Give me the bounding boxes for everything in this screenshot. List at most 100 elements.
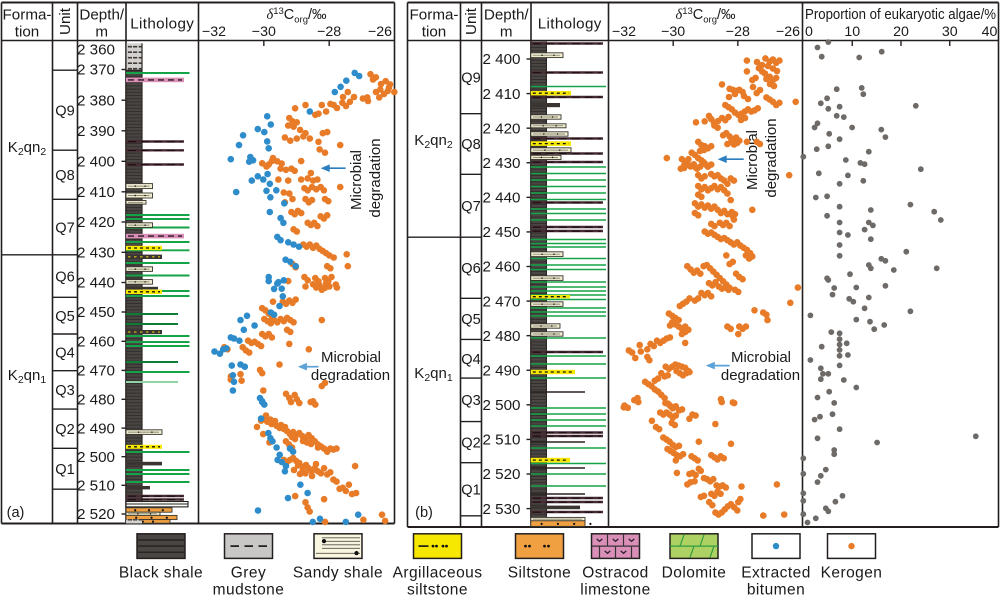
svg-text:2 480: 2 480 [482,328,520,345]
svg-text:Lithology: Lithology [538,16,602,33]
svg-text:30: 30 [942,24,958,40]
svg-text:2 430: 2 430 [482,155,520,172]
svg-text:2 380: 2 380 [77,92,115,109]
svg-text:Q2: Q2 [461,435,480,451]
svg-text:2 510: 2 510 [482,432,520,449]
svg-text:2 370: 2 370 [77,62,115,79]
svg-text:0: 0 [805,24,813,40]
svg-text:limestone: limestone [580,582,650,599]
svg-text:Q7: Q7 [55,220,74,236]
svg-text:2 400: 2 400 [77,154,115,171]
svg-text:2 490: 2 490 [77,420,115,437]
svg-text:Dolomite: Dolomite [662,565,727,582]
svg-text:2 530: 2 530 [482,501,520,518]
svg-text:bitumen: bitumen [747,582,805,599]
svg-text:2 520: 2 520 [482,466,520,483]
svg-text:Q7: Q7 [461,199,480,215]
svg-text:2 420: 2 420 [77,214,115,231]
svg-text:2 520: 2 520 [77,506,115,523]
svg-text:Forma-: Forma- [410,7,459,24]
svg-text:Q3: Q3 [55,383,74,399]
svg-text:Q3: Q3 [461,393,480,409]
svg-text:10: 10 [844,24,860,40]
svg-text:Q6: Q6 [461,261,480,277]
svg-text:2 450: 2 450 [482,224,520,241]
svg-text:Proportion of eukaryotic algae: Proportion of eukaryotic algae/% [805,7,996,23]
svg-text:Argillaceous: Argillaceous [393,565,483,582]
svg-text:K2qn1: K2qn1 [414,365,453,384]
svg-text:Depth/: Depth/ [79,7,125,24]
svg-text:Forma-: Forma- [3,7,52,24]
svg-text:tion: tion [422,24,447,41]
svg-text:degradation: degradation [721,367,800,384]
svg-text:2 360: 2 360 [77,42,115,59]
svg-text:K2qn1: K2qn1 [8,367,47,386]
svg-text:2 410: 2 410 [482,86,520,103]
svg-text:Q8: Q8 [55,168,74,184]
svg-text:Q1: Q1 [461,482,480,498]
svg-text:2 500: 2 500 [482,397,520,414]
svg-text:2 470: 2 470 [77,363,115,380]
svg-text:2 510: 2 510 [77,478,115,495]
svg-text:Q6: Q6 [55,269,74,285]
svg-text:degradation: degradation [367,138,384,217]
svg-text:2 470: 2 470 [482,293,520,310]
svg-text:2 480: 2 480 [77,392,115,409]
svg-text:Extracted: Extracted [741,565,811,582]
svg-text:Ostracod: Ostracod [582,565,649,582]
svg-text:Q4: Q4 [55,346,74,362]
svg-text:2 490: 2 490 [482,362,520,379]
svg-text:Lithology: Lithology [130,16,194,33]
svg-text:2 390: 2 390 [77,123,115,140]
svg-text:Q5: Q5 [461,312,480,328]
svg-text:(a): (a) [7,505,25,521]
svg-text:Depth/: Depth/ [484,7,530,24]
svg-text:Siltstone: Siltstone [508,565,572,582]
svg-text:−32: −32 [612,24,636,40]
svg-text:tion: tion [15,24,40,41]
svg-text:K2qn2: K2qn2 [414,132,453,151]
svg-text:2 460: 2 460 [77,334,115,351]
svg-text:20: 20 [893,24,909,40]
svg-text:−28: −28 [317,24,341,40]
svg-text:Microbial: Microbial [348,150,365,210]
svg-text:−32: −32 [202,24,226,40]
svg-text:2 440: 2 440 [77,275,115,292]
svg-text:m: m [500,24,513,41]
svg-text:Q5: Q5 [55,309,74,325]
svg-text:δ13Corg/‰: δ13Corg/‰ [266,6,327,26]
svg-text:mudstone: mudstone [213,582,285,599]
svg-text:−30: −30 [661,24,685,40]
svg-text:2 450: 2 450 [77,304,115,321]
svg-text:2 440: 2 440 [482,190,520,207]
svg-text:δ13Corg/‰: δ13Corg/‰ [675,6,736,26]
svg-text:K2qn2: K2qn2 [8,139,47,158]
svg-text:−26: −26 [368,24,392,40]
svg-text:degradation: degradation [763,118,780,197]
svg-text:Q9: Q9 [461,70,480,86]
svg-text:siltstone: siltstone [407,582,468,599]
svg-text:Unit: Unit [57,7,74,35]
svg-text:Q4: Q4 [461,352,480,368]
svg-text:Q2: Q2 [55,422,74,438]
svg-text:Q9: Q9 [55,103,74,119]
svg-text:2 400: 2 400 [482,51,520,68]
svg-text:Microbial: Microbial [321,349,381,366]
svg-text:40: 40 [982,24,998,40]
svg-text:−28: −28 [726,24,750,40]
svg-text:Kerogen: Kerogen [821,565,883,582]
svg-text:2 500: 2 500 [77,449,115,466]
svg-text:−26: −26 [776,24,800,40]
svg-text:Grey: Grey [231,565,266,582]
svg-text:Sandy shale: Sandy shale [293,565,383,582]
svg-text:(b): (b) [415,505,433,521]
svg-text:2 460: 2 460 [482,259,520,276]
svg-text:Microbial: Microbial [731,349,791,366]
svg-text:Q8: Q8 [461,137,480,153]
svg-text:Q1: Q1 [55,462,74,478]
svg-text:degradation: degradation [311,367,390,384]
svg-text:2 410: 2 410 [77,184,115,201]
svg-text:Black shale: Black shale [119,565,203,582]
svg-text:Unit: Unit [463,7,480,35]
svg-text:m: m [95,24,108,41]
